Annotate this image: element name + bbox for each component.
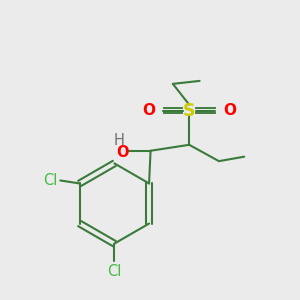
Text: O: O (116, 145, 129, 160)
Text: O: O (224, 103, 236, 118)
Text: S: S (183, 102, 196, 120)
Text: Cl: Cl (107, 264, 122, 279)
Text: O: O (142, 103, 155, 118)
Text: H: H (114, 133, 125, 148)
Text: Cl: Cl (43, 173, 57, 188)
